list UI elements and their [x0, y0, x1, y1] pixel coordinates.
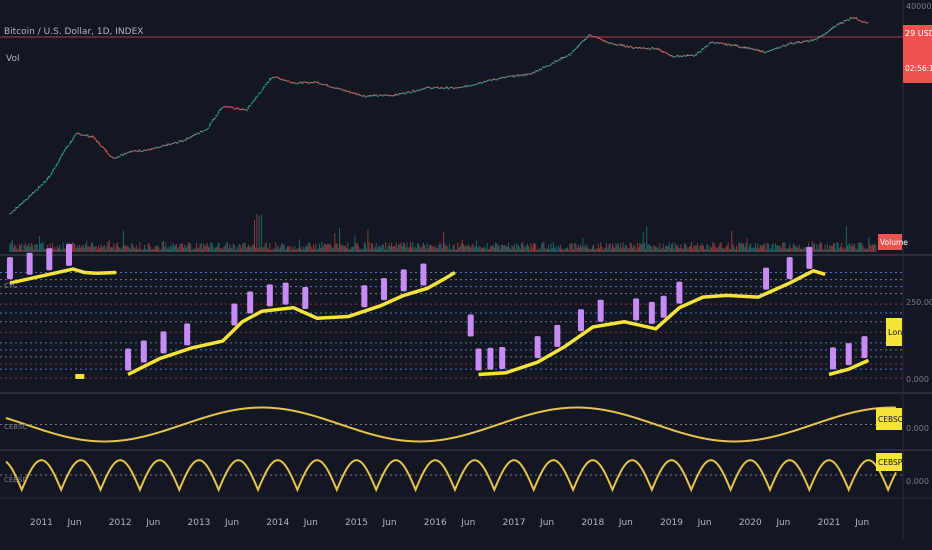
sine-a-pane-name: CEBSC: [4, 423, 27, 431]
sine-b-tick: 0.000: [906, 477, 929, 486]
cycle-marker: [475, 348, 482, 371]
cycle-marker: [26, 252, 33, 275]
cycle-marker: [829, 347, 836, 370]
cycle-marker: [534, 336, 541, 359]
time-axis-label: 2011: [30, 518, 53, 528]
time-axis-label: Jun: [539, 518, 554, 528]
cycle-marker: [125, 348, 132, 371]
cycle-marker: [66, 243, 73, 266]
current-price-badge[interactable]: [903, 25, 932, 83]
time-axis-label: 2017: [503, 518, 526, 528]
cycle-marker: [160, 331, 167, 354]
cycle-series-layer: [6, 243, 870, 379]
price-tick-top: 40000.00: [906, 2, 932, 11]
cycle-marker: [266, 284, 273, 307]
cycle-marker: [6, 257, 13, 280]
cycle-marker: [763, 267, 770, 290]
sine-b-pane-name: CEBSP: [4, 476, 27, 484]
time-axis-label: 2013: [188, 518, 211, 528]
time-axis-label: Jun: [854, 518, 869, 528]
cycle-marker: [676, 281, 683, 304]
sine-a-tick: 0.000: [906, 424, 929, 433]
time-axis-label: 2019: [660, 518, 683, 528]
cycle-line-segment: [478, 269, 826, 377]
cycle-marker: [381, 278, 388, 301]
time-axis-label: Jun: [775, 518, 790, 528]
cycle-marker: [282, 282, 289, 305]
cycle-marker: [46, 248, 53, 271]
symbol-title[interactable]: Bitcoin / U.S. Dollar, 1D, INDEX: [4, 27, 143, 37]
time-axis-label: Jun: [697, 518, 712, 528]
cycle-marker: [806, 246, 813, 269]
time-axis-labels: 2011 Jun 2012 Jun 2013 Jun 2014 Jun 2015 Jun 2016 J…: [30, 518, 869, 528]
time-axis-label: Jun: [460, 518, 475, 528]
cycle-marker: [231, 303, 238, 326]
sine-b-badge-label: CEBSP: [878, 458, 903, 467]
sine-b-layer: [0, 459, 903, 493]
time-axis-label: Jun: [66, 518, 81, 528]
time-axis-label: 2018: [581, 518, 604, 528]
volume-badge[interactable]: [878, 234, 902, 250]
cycle-marker: [554, 324, 561, 347]
cycle-marker: [302, 286, 309, 309]
bar-countdown: 02:56:16: [905, 64, 932, 73]
sine-a-layer: [0, 406, 903, 443]
cycle-marker: [577, 309, 584, 332]
cycle-line-segment: [9, 267, 117, 285]
sine-line: [5, 459, 897, 493]
cycle-pane-tag: CYC: [4, 282, 18, 290]
time-axis-label: Jun: [618, 518, 633, 528]
cycle-tick-zero: 0.000: [906, 375, 929, 384]
cycle-marker: [487, 347, 494, 370]
sine-b-badge[interactable]: [876, 453, 902, 471]
current-price-label: 29 USD: [905, 29, 932, 38]
price-series-layer: [9, 17, 869, 215]
cycle-marker: [247, 291, 254, 314]
sine-a-badge[interactable]: [876, 408, 902, 430]
time-axis-label: 2021: [818, 518, 841, 528]
time-axis-label: Jun: [145, 518, 160, 528]
cycle-marker: [184, 323, 191, 346]
time-axis-label: 2015: [345, 518, 368, 528]
cycle-marker: [861, 336, 868, 359]
cycle-badge[interactable]: [886, 318, 902, 346]
cycle-marker: [648, 301, 655, 324]
cycle-badge-label: Lon: [888, 328, 902, 337]
cycle-marker: [361, 285, 368, 308]
time-axis-label: Jun: [303, 518, 318, 528]
cycle-marker: [467, 314, 474, 337]
volume-badge-label: Volume: [880, 238, 908, 247]
cycle-marker: [140, 340, 147, 363]
sine-line: [5, 406, 897, 443]
time-axis-label: 2012: [109, 518, 132, 528]
cycle-marker: [597, 299, 604, 322]
cycle-marker: [400, 269, 407, 292]
cycle-start-block: [75, 373, 85, 379]
volume-layer: [9, 213, 877, 252]
time-axis-label: 2014: [266, 518, 289, 528]
cycle-line-segment: [127, 271, 456, 377]
cycle-marker: [786, 257, 793, 280]
cycle-tick-top: 250.000: [906, 298, 932, 307]
time-axis-label: Jun: [224, 518, 239, 528]
time-axis-label: 2016: [424, 518, 447, 528]
time-axis-label: 2020: [739, 518, 762, 528]
time-axis-label: Jun: [382, 518, 397, 528]
cycle-line-segment: [828, 358, 870, 377]
cycle-marker: [499, 346, 506, 369]
cycle-marker: [633, 298, 640, 321]
volume-legend-label[interactable]: Vol: [6, 54, 19, 64]
cycle-marker: [845, 343, 852, 366]
cycle-marker: [420, 263, 427, 286]
sine-a-badge-label: CEBSC: [878, 415, 903, 424]
cycle-marker: [660, 295, 667, 318]
